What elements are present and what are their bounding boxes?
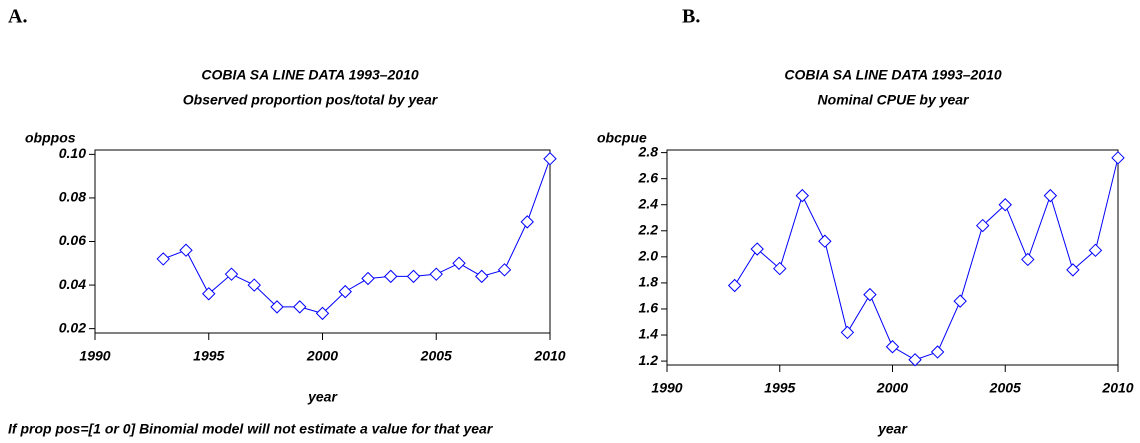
chart-subtitle: Nominal CPUE by year	[818, 92, 970, 108]
plot-frame	[666, 149, 1119, 366]
data-point	[179, 243, 193, 257]
data-point	[727, 278, 742, 293]
data-point	[930, 345, 945, 359]
data-point	[293, 300, 307, 314]
x-tick-label: 2000	[876, 380, 908, 396]
data-line	[734, 157, 1119, 361]
data-point	[1043, 188, 1058, 203]
y-tick-label: 1.8	[639, 274, 659, 290]
data-point	[1111, 151, 1125, 165]
y-tick-label: 2.8	[638, 143, 659, 159]
y-tick-label: 2.4	[638, 195, 659, 211]
data-point	[475, 269, 489, 284]
x-tick-label: 2005	[989, 380, 1021, 396]
y-tick-label: 2.6	[638, 169, 659, 185]
data-point	[315, 306, 330, 321]
data-point	[773, 261, 787, 276]
data-point	[885, 340, 900, 354]
y-axis-label: obcpue	[597, 130, 647, 146]
x-tick-label: 2000	[306, 348, 338, 364]
y-tick-label: 0.06	[59, 232, 86, 248]
data-point	[953, 294, 967, 308]
data-point	[840, 325, 855, 340]
y-tick-label: 0.02	[59, 319, 86, 335]
data-point	[1088, 243, 1103, 258]
x-tick-label: 2005	[420, 348, 452, 364]
chart-title: COBIA SA LINE DATA 1993–2010	[201, 67, 419, 83]
data-point	[520, 215, 534, 229]
y-axis-label: obppos	[25, 130, 76, 146]
y-tick-label: 1.2	[639, 352, 659, 368]
data-point	[384, 269, 398, 284]
data-point	[497, 263, 512, 277]
panel-label: B.	[682, 6, 700, 28]
y-tick-label: 0.04	[59, 276, 86, 292]
data-point	[452, 256, 466, 270]
footnote: If prop pos=[1 or 0] Binomial model will…	[8, 421, 494, 437]
x-tick-label: 1990	[79, 348, 110, 364]
data-point	[224, 267, 239, 281]
y-tick-label: 1.4	[639, 326, 659, 342]
x-tick-label: 2010	[1101, 380, 1133, 396]
y-tick-label: 0.08	[59, 189, 86, 205]
data-point	[750, 242, 764, 256]
x-tick-label: 1995	[764, 380, 795, 396]
y-tick-label: 1.6	[639, 300, 659, 316]
y-tick-label: 2.2	[638, 221, 659, 237]
data-point	[863, 287, 877, 302]
data-point	[202, 287, 216, 301]
data-point	[818, 234, 832, 248]
data-point	[975, 218, 990, 233]
data-point	[908, 353, 922, 367]
data-point	[1021, 252, 1035, 267]
data-point	[406, 269, 421, 284]
x-tick-label: 1990	[651, 380, 682, 396]
chart-title: COBIA SA LINE DATA 1993–2010	[784, 67, 1002, 83]
x-axis-label: year	[877, 421, 908, 437]
chart-subtitle: Observed proportion pos/total by year	[183, 92, 439, 108]
data-point	[338, 284, 352, 299]
data-point	[247, 278, 261, 292]
x-tick-label: 1995	[193, 348, 224, 364]
y-tick-label: 2.0	[638, 248, 659, 264]
x-tick-label: 2010	[533, 348, 565, 364]
plot-frame	[94, 149, 551, 334]
data-point	[1066, 263, 1080, 277]
data-point	[998, 198, 1012, 212]
data-point	[543, 152, 557, 166]
data-point	[795, 188, 810, 203]
panel-label: A.	[8, 6, 27, 28]
data-point	[156, 252, 170, 266]
data-point	[429, 267, 443, 281]
x-axis-label: year	[307, 389, 338, 405]
data-line	[163, 158, 551, 314]
y-tick-label: 0.10	[59, 145, 86, 161]
data-point	[270, 300, 284, 314]
data-point	[361, 271, 375, 286]
